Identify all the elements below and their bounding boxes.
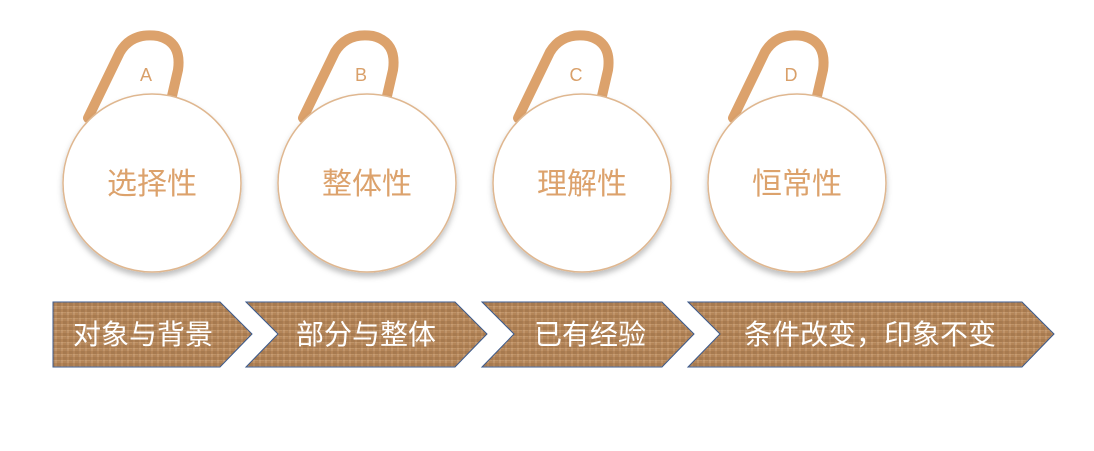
circle-a — [62, 93, 242, 273]
arrow-label-3: 已有经验 — [534, 318, 646, 351]
circle-d — [707, 93, 887, 273]
circle-b — [277, 93, 457, 273]
arrow-3 — [480, 301, 695, 368]
arrow-label-2: 部分与整体 — [296, 318, 436, 351]
circle-label-c: 理解性 — [537, 167, 627, 202]
arrow-label-4: 条件改变，印象不变 — [744, 318, 996, 351]
hook-d — [728, 30, 829, 123]
hook-a — [83, 30, 184, 123]
circle-label-d: 恒常性 — [752, 167, 842, 202]
arrow-1 — [52, 301, 253, 368]
arrow-label-1: 对象与背景 — [73, 318, 213, 351]
item-c: C 理解性 — [492, 30, 672, 273]
arrow-2 — [244, 301, 488, 368]
circle-c — [492, 93, 672, 273]
item-a: A 选择性 — [62, 30, 242, 273]
hook-letter-d: D — [785, 65, 798, 85]
item-d: D 恒常性 — [707, 30, 887, 273]
circle-label-b: 整体性 — [322, 167, 412, 202]
item-b: B 整体性 — [277, 30, 457, 273]
arrow-row: 对象与背景 部分与整体 已有经验 条件改变，印象不变 — [52, 301, 1055, 368]
hook-letter-c: C — [570, 65, 583, 85]
hook-letter-a: A — [140, 65, 152, 85]
arrow-4 — [686, 301, 1055, 368]
hook-b — [298, 30, 399, 123]
hook-c — [513, 30, 614, 123]
circle-label-a: 选择性 — [107, 167, 197, 202]
hook-letter-b: B — [355, 65, 367, 85]
